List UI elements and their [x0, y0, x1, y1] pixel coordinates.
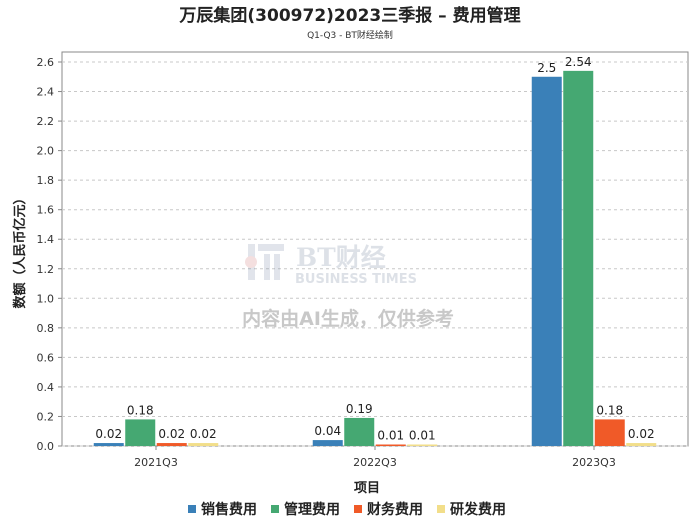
- legend-label: 销售费用: [201, 501, 257, 518]
- chart-subtitle: Q1-Q3 - BT财经绘制: [307, 29, 393, 41]
- y-tick-label: 0.6: [37, 351, 55, 364]
- data-label: 0.02: [95, 427, 122, 441]
- watermark-brand: BT财经: [296, 243, 386, 272]
- bar: [594, 419, 625, 446]
- bar: [563, 70, 594, 446]
- watermark-notice: 内容由AI生成，仅供参考: [242, 307, 454, 330]
- chart-title: 万辰集团(300972)2023三季报 – 费用管理: [178, 5, 520, 26]
- bar: [93, 443, 124, 446]
- bar: [626, 443, 657, 446]
- legend-swatch: [354, 505, 362, 513]
- y-tick-label: 2.4: [37, 86, 55, 99]
- data-label: 0.02: [158, 427, 185, 441]
- bar: [407, 444, 438, 446]
- watermark: BT财经 BUSINESS TIMES: [245, 243, 417, 287]
- bar: [344, 417, 375, 446]
- x-tick-label: 2022Q3: [353, 456, 397, 469]
- data-label: 0.02: [628, 427, 655, 441]
- bar: [156, 443, 187, 446]
- y-tick-label: 0.4: [37, 381, 55, 394]
- data-label: 0.04: [314, 424, 341, 438]
- x-tick-label: 2023Q3: [572, 456, 616, 469]
- bar: [375, 444, 406, 446]
- data-label: 0.19: [346, 402, 373, 416]
- legend-swatch: [271, 505, 279, 513]
- y-axis-title: 数额（人民币亿元）: [12, 191, 28, 308]
- y-tick-label: 1.0: [37, 292, 55, 305]
- data-label: 0.02: [190, 427, 217, 441]
- bar: [312, 440, 343, 446]
- watermark-logo-icon: [245, 244, 284, 280]
- legend-label: 管理费用: [284, 501, 340, 518]
- legend-label: 财务费用: [366, 501, 423, 518]
- data-label: 2.5: [537, 61, 556, 75]
- legend-swatch: [188, 505, 196, 513]
- legend-swatch: [437, 505, 445, 513]
- y-axis-ticks: 0.0 0.2 0.4 0.6 0.8 1.0 1.2 1.4 1.6 1.8 2.0 2.2 2.4 2…: [37, 56, 55, 453]
- data-labels: 0.02 0.18 0.02 0.02 0.04 0.19 0.01 0.01 2.5 2.54 0…: [95, 55, 654, 443]
- y-tick-label: 1.8: [37, 174, 55, 187]
- legend-label: 研发费用: [450, 501, 506, 518]
- watermark-brand-en: BUSINESS TIMES: [295, 272, 417, 287]
- bar: [125, 419, 156, 446]
- x-axis-ticks: 2021Q3 2022Q3 2023Q3: [134, 446, 616, 469]
- x-axis-title: 项目: [354, 481, 380, 496]
- y-tick-label: 2.6: [37, 56, 55, 69]
- data-label: 2.54: [565, 55, 592, 69]
- bar: [531, 76, 562, 447]
- x-tick-label: 2021Q3: [134, 456, 178, 469]
- y-tick-label: 0.8: [37, 322, 55, 335]
- y-tick-label: 2.2: [37, 115, 55, 128]
- bars: [93, 70, 657, 447]
- data-label: 0.01: [409, 429, 436, 443]
- y-tick-label: 0.2: [37, 410, 55, 423]
- y-tick-label: 1.6: [37, 204, 55, 217]
- legend: 销售费用 管理费用 财务费用 研发费用: [188, 501, 506, 518]
- y-tick-label: 1.2: [37, 263, 55, 276]
- y-tick-label: 1.4: [37, 233, 55, 246]
- y-tick-label: 2.0: [37, 145, 55, 158]
- data-label: 0.01: [377, 429, 404, 443]
- bar: [188, 443, 219, 446]
- y-tick-label: 0.0: [37, 440, 55, 453]
- data-label: 0.18: [127, 403, 154, 417]
- data-label: 0.18: [596, 403, 623, 417]
